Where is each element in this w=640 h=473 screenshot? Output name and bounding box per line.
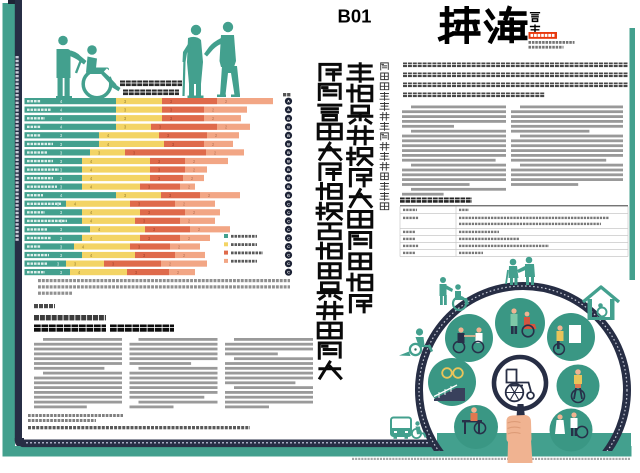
- svg-text:C: C: [287, 270, 290, 275]
- svg-text:B: B: [287, 193, 290, 198]
- svg-text:C: C: [287, 201, 290, 206]
- svg-text:C: C: [287, 236, 290, 241]
- svg-text:B01: B01: [338, 6, 372, 27]
- svg-text:B: B: [287, 133, 290, 138]
- svg-text:B: B: [287, 184, 290, 189]
- svg-text:C: C: [287, 244, 290, 249]
- svg-text:B: B: [287, 141, 290, 146]
- svg-text:C: C: [287, 227, 290, 232]
- svg-text:B: B: [287, 124, 290, 129]
- svg-text:B: B: [287, 150, 290, 155]
- svg-text:B: B: [287, 159, 290, 164]
- svg-text:A: A: [287, 99, 290, 104]
- svg-text:C: C: [287, 218, 290, 223]
- svg-text:A: A: [287, 107, 290, 112]
- svg-text:B: B: [287, 116, 290, 121]
- svg-text:C: C: [287, 253, 290, 258]
- svg-text:B: B: [287, 167, 290, 172]
- svg-text:C: C: [287, 261, 290, 266]
- svg-text:C: C: [287, 210, 290, 215]
- svg-text:B: B: [287, 176, 290, 181]
